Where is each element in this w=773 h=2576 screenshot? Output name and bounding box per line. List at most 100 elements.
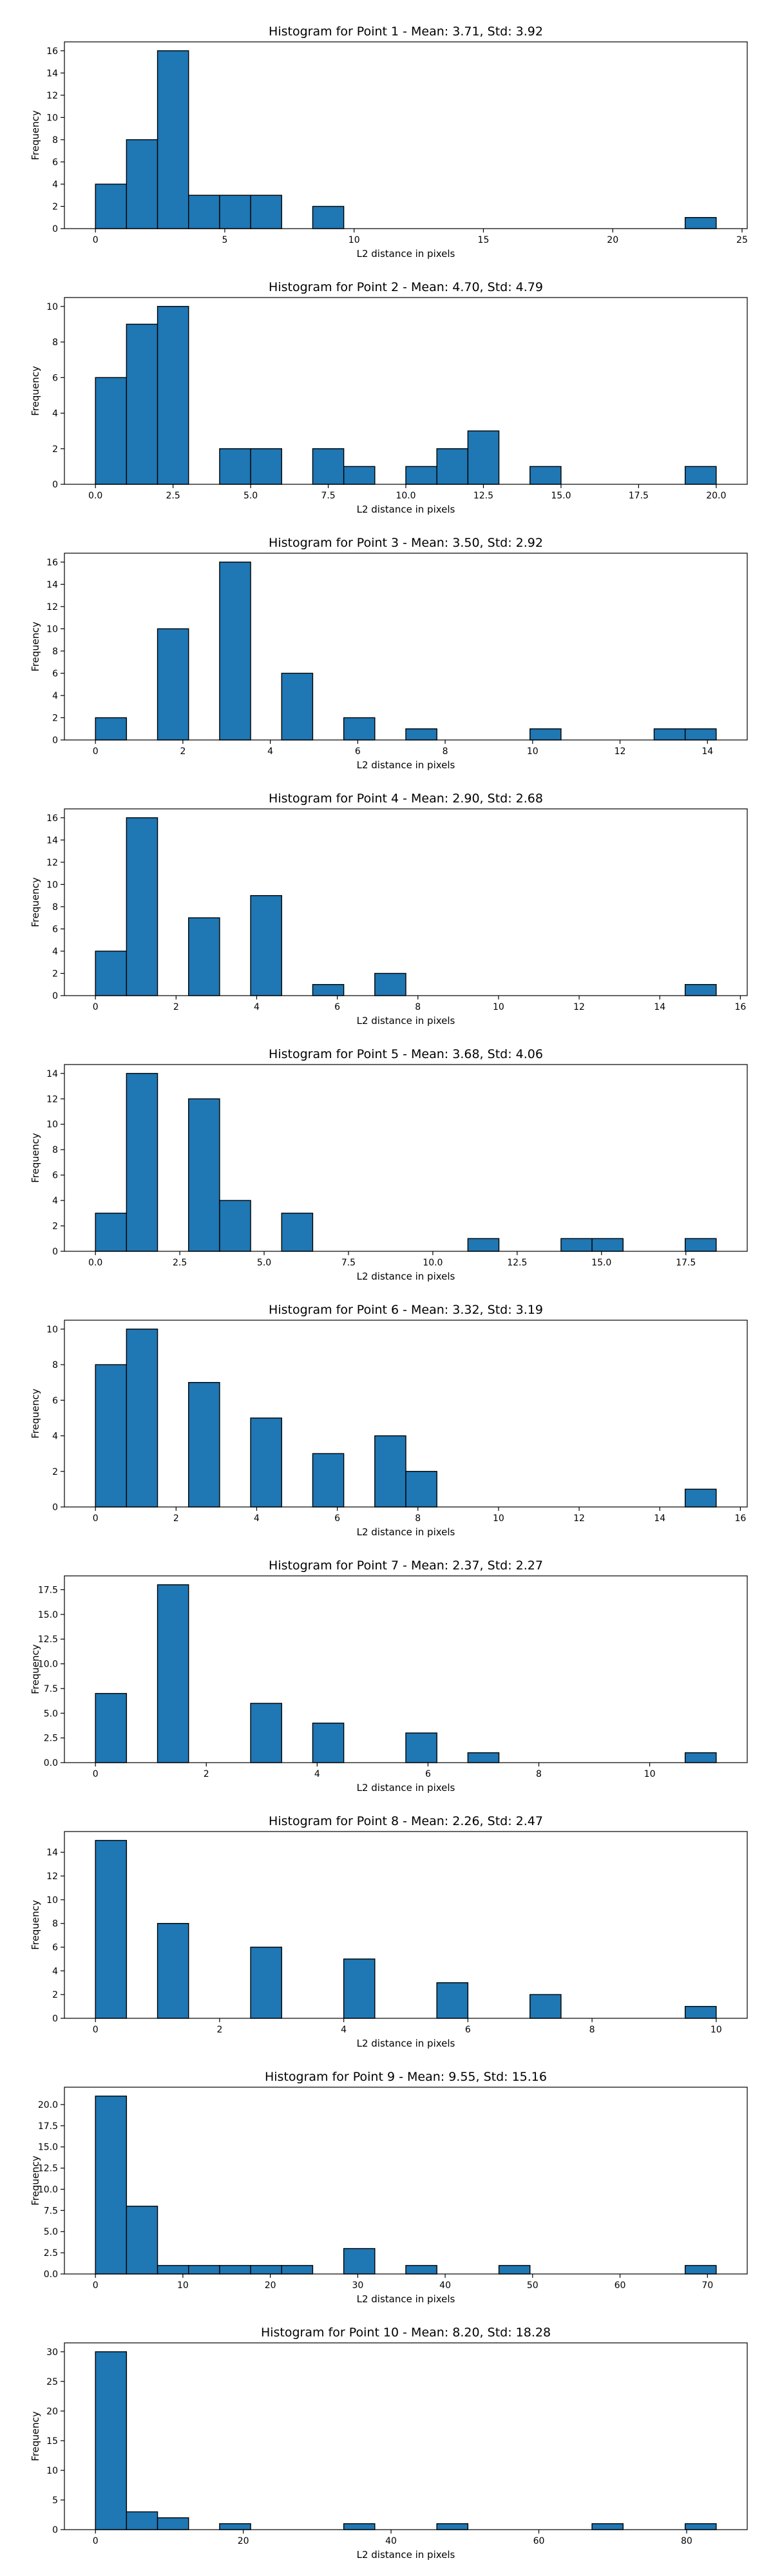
plot-frame <box>64 1831 748 2019</box>
chart-panel: 0 2 4 6 8 10 12 14 16 0 2 4 6 8 10 Histogram for Point … <box>30 1303 748 1538</box>
y-tick-label: 17.5 <box>38 1585 58 1595</box>
histogram-bar <box>250 895 282 996</box>
histogram-bar <box>219 448 251 485</box>
x-tick-label: 50 <box>527 2280 539 2291</box>
histogram-bar <box>250 2265 282 2275</box>
y-tick-label: 6 <box>52 668 58 679</box>
histogram-bar <box>157 2265 189 2275</box>
x-tick-label: 5.0 <box>257 1258 271 1268</box>
y-tick-label: 6 <box>52 1396 58 1406</box>
histogram-bar <box>250 1417 282 1508</box>
y-tick-label: 10 <box>46 624 58 634</box>
y-tick-label: 17.5 <box>38 2121 58 2132</box>
x-tick-label: 5.0 <box>243 491 258 501</box>
chart-title: Histogram for Point 8 - Mean: 2.26, Std:… <box>269 1814 543 1828</box>
y-tick-label: 0 <box>52 1502 58 1513</box>
y-axis-label: Frequency <box>30 877 41 927</box>
y-axis-label: Frequency <box>30 110 41 160</box>
histogram-bar <box>312 205 345 229</box>
histogram-bar <box>653 728 686 741</box>
x-tick-label: 20 <box>265 2280 276 2291</box>
y-tick-label: 0 <box>52 735 58 746</box>
x-tick-label: 4 <box>341 2025 347 2035</box>
x-tick-label: 8 <box>443 746 448 757</box>
y-tick-label: 2 <box>52 713 58 723</box>
plot-frame <box>64 1064 748 1252</box>
y-tick-label: 0 <box>52 2525 58 2535</box>
x-axis-label: L2 distance in pixels <box>357 1015 455 1027</box>
histogram-bar <box>157 1922 189 2019</box>
y-tick-label: 5 <box>52 2496 58 2506</box>
chart-title: Histogram for Point 2 - Mean: 4.70, Std:… <box>269 280 543 294</box>
histogram-bar <box>95 1364 128 1508</box>
histogram-bar <box>188 194 220 229</box>
y-tick-label: 6 <box>52 924 58 934</box>
x-tick-label: 6 <box>334 1002 340 1012</box>
x-tick-label: 20.0 <box>706 491 726 501</box>
y-tick-label: 10 <box>46 880 58 890</box>
y-tick-label: 2.5 <box>44 1734 58 1744</box>
histogram-bar <box>343 2248 376 2275</box>
y-tick-label: 25 <box>46 2377 58 2387</box>
histogram-bar <box>405 1471 437 1508</box>
y-axis-label: Frequency <box>30 2411 41 2461</box>
x-tick-label: 17.5 <box>629 491 649 501</box>
x-tick-label: 60 <box>615 2280 626 2291</box>
chart-title: Histogram for Point 7 - Mean: 2.37, Std:… <box>269 1558 543 1573</box>
x-tick-label: 70 <box>701 2280 713 2291</box>
histogram-bar <box>219 2523 251 2530</box>
y-tick-label: 10 <box>46 1895 58 1906</box>
y-tick-label: 10 <box>46 1120 58 1130</box>
y-tick-label: 14 <box>46 1069 58 1079</box>
x-tick-label: 10 <box>493 1002 504 1012</box>
y-tick-label: 2 <box>52 202 58 212</box>
x-tick-label: 0.0 <box>88 1258 102 1268</box>
histogram-bar <box>126 817 158 996</box>
y-axis-label: Frequency <box>30 1133 41 1183</box>
x-tick-label: 40 <box>385 2536 397 2546</box>
histogram-bar <box>405 2265 437 2275</box>
y-tick-label: 0 <box>52 2014 58 2024</box>
x-tick-label: 0 <box>93 1513 99 1524</box>
y-tick-label: 2 <box>52 1990 58 2000</box>
chart-title: Histogram for Point 10 - Mean: 8.20, Std… <box>261 2325 551 2340</box>
histogram-bar <box>560 1238 593 1252</box>
histogram-bar <box>684 1752 717 1763</box>
y-tick-label: 16 <box>46 813 58 824</box>
x-tick-label: 4 <box>314 1769 320 1779</box>
histogram-bar <box>250 1703 282 1763</box>
y-tick-label: 4 <box>52 691 58 701</box>
y-tick-label: 6 <box>52 1171 58 1181</box>
y-tick-label: 7.5 <box>44 1684 58 1694</box>
histogram-bar <box>157 2517 189 2530</box>
x-axis-label: L2 distance in pixels <box>357 2038 455 2049</box>
y-tick-label: 4 <box>52 1966 58 1976</box>
y-tick-label: 20 <box>46 2407 58 2417</box>
histogram-bar <box>436 448 469 485</box>
histogram-bar <box>250 1946 282 2019</box>
histogram-bar <box>467 430 500 485</box>
x-axis-label: L2 distance in pixels <box>357 1782 455 1794</box>
plot-frame <box>64 808 748 996</box>
y-axis-label: Frequency <box>30 1644 41 1694</box>
x-tick-label: 6 <box>355 746 361 757</box>
y-tick-label: 30 <box>46 2347 58 2358</box>
histogram-bar <box>281 2265 314 2275</box>
chart-title: Histogram for Point 9 - Mean: 9.55, Std:… <box>265 2070 547 2084</box>
y-tick-label: 12 <box>46 1871 58 1882</box>
x-tick-label: 8 <box>589 2025 595 2035</box>
histogram-bar <box>126 2511 158 2530</box>
y-tick-label: 16 <box>46 46 58 57</box>
histogram-bar <box>126 139 158 229</box>
x-tick-label: 10 <box>527 746 539 757</box>
y-tick-label: 15.0 <box>38 1610 58 1620</box>
histogram-bar <box>343 1958 376 2019</box>
chart-panel: 0 2 4 6 8 10 0.0 2.5 5.0 7.5 10.0 12.5 15.0 17.5 Histo… <box>30 1558 748 1794</box>
histogram-bar <box>436 2523 469 2530</box>
histogram-bar <box>126 1329 158 1508</box>
x-tick-label: 40 <box>439 2280 451 2291</box>
y-tick-label: 6 <box>52 157 58 167</box>
chart-panel: 0 10 20 30 40 50 60 70 0.0 2.5 5.0 7.5 10.0 12.5 15.0 1… <box>30 2070 748 2305</box>
histogram-bar <box>312 984 345 996</box>
y-tick-label: 0 <box>52 991 58 1001</box>
